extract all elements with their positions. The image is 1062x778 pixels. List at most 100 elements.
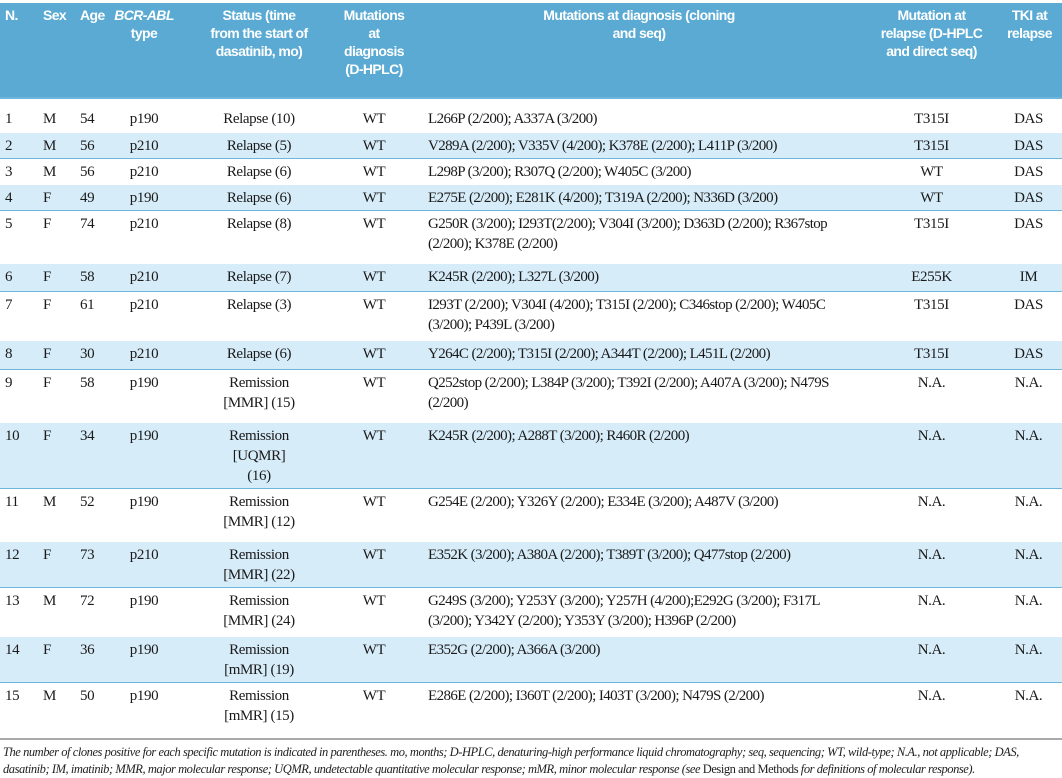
cell-relapse: E255K (868, 264, 995, 292)
table-body: 1 M 54 p190 Relapse (10) WT L266P (2/200); A33… (0, 97, 1062, 736)
header-age: Age (80, 7, 105, 23)
cell-mutations: Q252stop (2/200); L384P (3/200); T392I (… (428, 374, 829, 411)
cell-status: Remission [UQMR] (16) (180, 423, 338, 489)
cell-tki: N.A. (1014, 592, 1043, 609)
header-bcr-abl-label: BCR-ABL (114, 7, 174, 23)
cell-mutations: G249S (3/200); Y253Y (3/200); Y257H (4/2… (428, 592, 820, 629)
cell-sex: M (43, 592, 56, 609)
cell-age: 30 (75, 341, 108, 370)
cell-sex: F (38, 637, 75, 683)
cell-relapse: N.A. (868, 637, 995, 683)
cell-age: 58 (80, 374, 95, 391)
cell-dhplc: WT (362, 374, 386, 391)
cell-status: Relapse (6) (180, 341, 338, 370)
cell-status: Relapse (7) (180, 264, 338, 292)
cell-status: Remission [MMR] (15) (223, 374, 295, 411)
cell-type: p210 (108, 133, 180, 159)
cell-relapse: N.A. (917, 592, 946, 609)
cell-n: 13 (5, 592, 20, 609)
cell-n: 5 (5, 215, 13, 232)
cell-n: 2 (0, 133, 38, 159)
cell-age: 54 (75, 97, 108, 133)
table-row: 9 F 58 p190 Remission [MMR] (15) WT Q252stop (… (0, 369, 1062, 423)
cell-mutations: E352G (2/200); A366A (3/200) (410, 637, 868, 683)
cell-sex: F (38, 184, 75, 211)
cell-n: 10 (0, 423, 38, 489)
cell-age: 52 (80, 494, 95, 510)
cell-relapse: N.A. (917, 374, 946, 391)
cell-relapse: N.A. (868, 541, 995, 588)
cell-relapse: T315I (914, 296, 949, 313)
cell-tki: N.A. (1014, 688, 1043, 704)
cell-dhplc: WT (362, 688, 386, 704)
cell-type: p190 (129, 374, 159, 391)
cell-mutations: E275E (2/200); E281K (4/200); T319A (2/2… (410, 184, 868, 211)
cell-status: Remission [MMR] (24) (223, 592, 295, 629)
cell-mutations: E286E (2/200); I360T (2/200); I403T (3/2… (428, 688, 764, 704)
cell-type: p210 (129, 164, 159, 180)
cell-relapse: T315I (868, 133, 995, 159)
cell-mutations: G250R (3/200); I293T(2/200); V304I (3/20… (428, 215, 828, 252)
table-row: 11 M 52 p190 Remission [MMR] (12) WT G254E (2/… (0, 489, 1062, 542)
cell-dhplc: WT (338, 637, 410, 683)
cell-sex: F (38, 541, 75, 588)
cell-dhplc: WT (338, 97, 410, 133)
cell-sex: F (38, 423, 75, 489)
caption-upright-text: Design and Methods (702, 761, 799, 776)
cell-age: 34 (75, 423, 108, 489)
cell-mutations: K245R (2/200); A288T (3/200); R460R (2/2… (410, 423, 868, 489)
cell-n: 8 (0, 341, 38, 370)
table-row: 7 F 61 p210 Relapse (3) WT I293T (2/200); V304… (0, 291, 1062, 341)
cell-type: p210 (108, 341, 180, 370)
cell-tki: N.A. (995, 637, 1062, 683)
header-bcr-abl-sub: type (130, 25, 158, 41)
cell-n: 7 (5, 296, 13, 313)
header-mut-cloning: Mutations at diagnosis (cloning and seq) (543, 7, 735, 41)
cell-relapse: N.A. (917, 688, 946, 704)
cell-sex: F (38, 264, 75, 292)
cell-status: Relapse (8) (226, 215, 292, 232)
table-row: 12 F 73 p210 Remission [MMR] (22) WT E352K (3/… (0, 541, 1062, 588)
cell-dhplc: WT (338, 184, 410, 211)
cell-relapse: N.A. (868, 423, 995, 489)
cell-relapse: T315I (868, 97, 995, 133)
mutation-table: N. Sex Age BCR-ABL type Status (time from… (0, 3, 1062, 736)
cell-dhplc: WT (338, 541, 410, 588)
cell-sex: M (43, 494, 56, 510)
cell-n: 4 (0, 184, 38, 211)
table-row: 15 M 50 p190 Remission [mMR] (15) WT E286E (2/… (0, 683, 1062, 736)
cell-type: p190 (129, 592, 159, 609)
cell-mutations: E352K (3/200); A380A (2/200); T389T (3/2… (410, 541, 868, 588)
cell-relapse: T315I (868, 341, 995, 370)
cell-tki: DAS (1014, 164, 1043, 180)
cell-dhplc: WT (362, 164, 386, 180)
cell-dhplc: WT (338, 133, 410, 159)
cell-sex: F (43, 296, 51, 313)
cell-status: Remission [mMR] (19) (180, 637, 338, 683)
cell-dhplc: WT (362, 215, 386, 232)
table-row: 1 M 54 p190 Relapse (10) WT L266P (2/200); A33… (0, 97, 1062, 133)
cell-tki: DAS (995, 133, 1062, 159)
cell-age: 61 (80, 296, 95, 313)
cell-n: 11 (5, 494, 19, 510)
cell-tki: DAS (995, 184, 1062, 211)
cell-relapse: T315I (914, 215, 949, 232)
cell-age: 56 (75, 133, 108, 159)
cell-n: 6 (0, 264, 38, 292)
header-status: Status (time from the start of dasatinib… (210, 7, 308, 59)
cell-type: p190 (129, 688, 159, 704)
footer-divider (0, 737, 1062, 740)
cell-age: 56 (80, 164, 95, 180)
cell-sex: F (38, 341, 75, 370)
header-tki: TKI at relapse (1007, 7, 1052, 41)
cell-type: p190 (129, 494, 159, 510)
cell-tki: IM (995, 264, 1062, 292)
cell-dhplc: WT (362, 494, 386, 510)
table-row: 4 F 49 p190 Relapse (6) WT E275E (2/200); E281… (0, 184, 1062, 211)
cell-dhplc: WT (338, 423, 410, 489)
cell-age: 58 (75, 264, 108, 292)
cell-tki: N.A. (995, 423, 1062, 489)
header-row: N. Sex Age BCR-ABL type Status (time from… (0, 3, 1062, 98)
cell-mutations: L266P (2/200); A337A (3/200) (410, 97, 868, 133)
cell-mutations: Y264C (2/200); T315I (2/200); A344T (2/2… (410, 341, 868, 370)
